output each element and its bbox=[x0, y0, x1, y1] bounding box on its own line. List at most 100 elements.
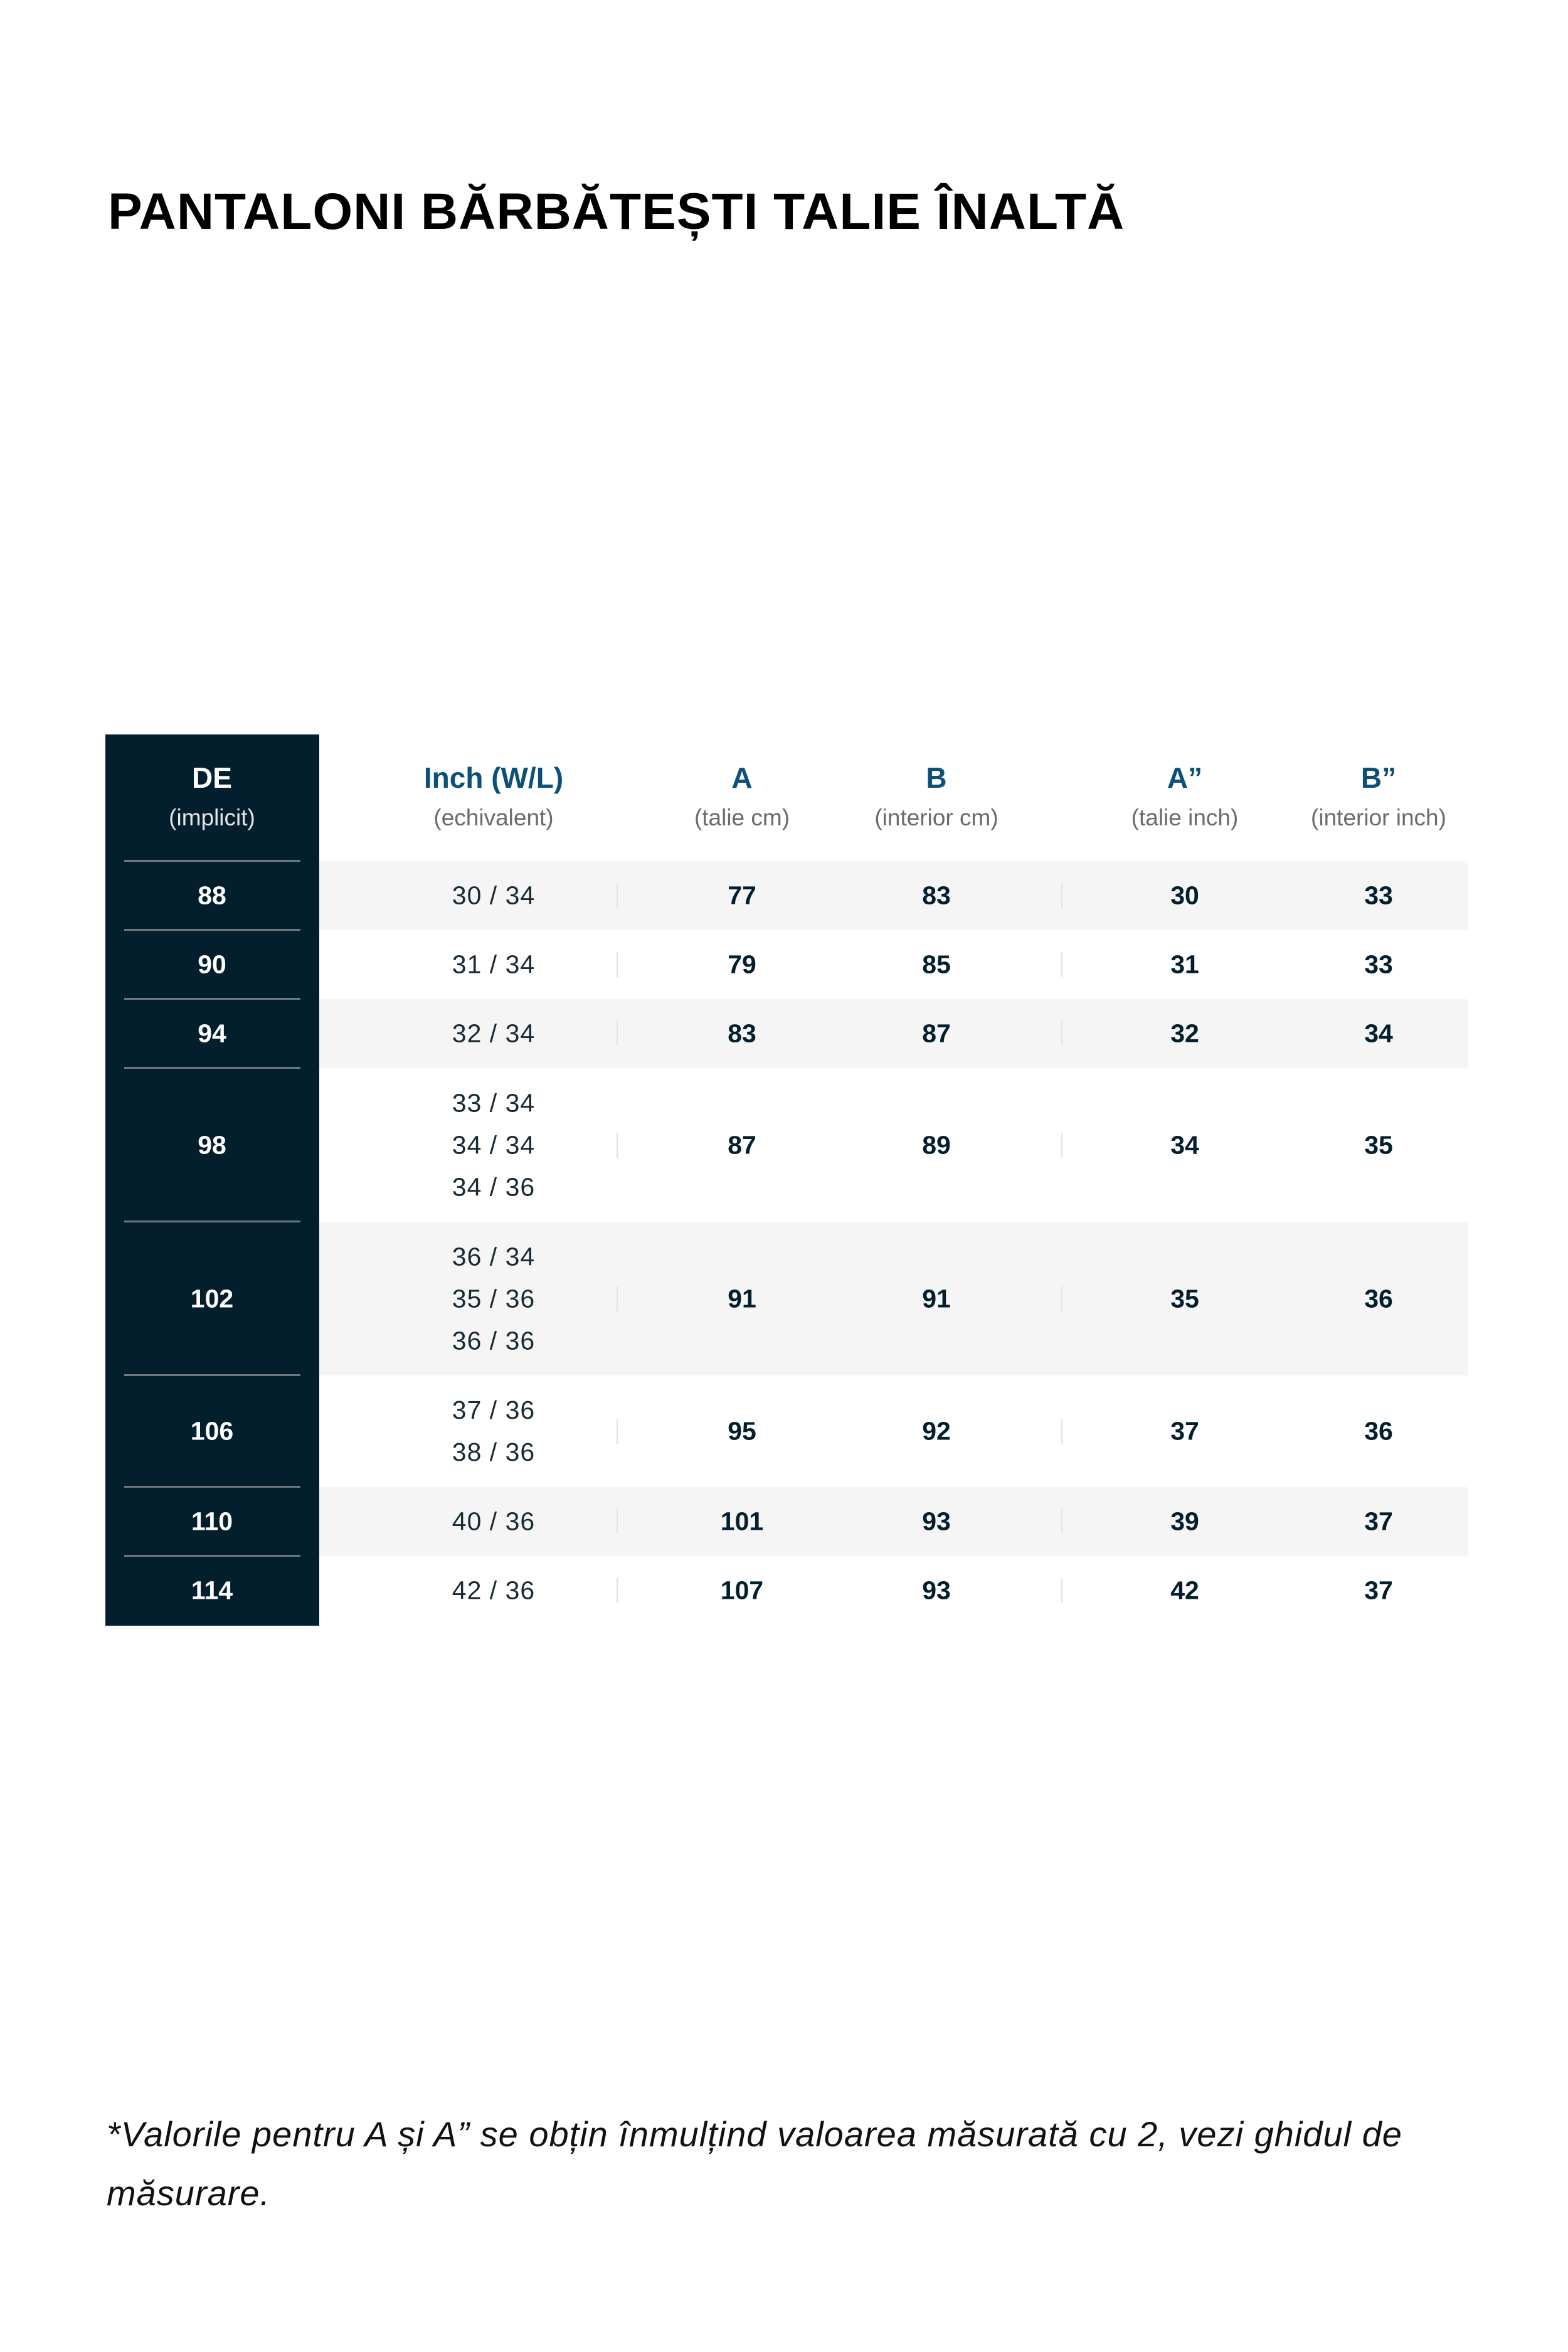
table-row: 94 32 / 34 83 87 32 34 bbox=[105, 998, 1468, 1068]
cell-de: 110 bbox=[191, 1507, 233, 1536]
cell-b: 91 bbox=[922, 1284, 951, 1313]
row-divider bbox=[124, 1374, 300, 1376]
header-label: Inch (W/L) bbox=[423, 761, 564, 794]
size-chart-table: DE (implicit) Inch (W/L) (echivalent) A … bbox=[105, 734, 1468, 1626]
cell-b-inch: 35 bbox=[1364, 1130, 1393, 1159]
column-separator bbox=[1061, 1132, 1062, 1158]
cell-a-inch: 42 bbox=[1170, 1576, 1199, 1605]
column-separator bbox=[1061, 952, 1062, 977]
inch-value: 38 / 36 bbox=[452, 1438, 536, 1466]
column-separator bbox=[617, 883, 618, 908]
column-separator bbox=[1061, 1419, 1062, 1444]
cell-a-inch: 37 bbox=[1170, 1416, 1199, 1446]
table-row: 98 33 / 34 34 / 34 34 / 36 87 89 34 35 bbox=[105, 1067, 1468, 1222]
inch-value: 34 / 36 bbox=[452, 1172, 536, 1201]
column-separator bbox=[617, 952, 618, 977]
cell-a: 107 bbox=[720, 1576, 764, 1605]
cell-b: 93 bbox=[922, 1576, 951, 1605]
cell-de: 94 bbox=[198, 1019, 226, 1048]
column-separator bbox=[1061, 1286, 1062, 1311]
cell-de: 114 bbox=[191, 1576, 233, 1605]
cell-b: 93 bbox=[922, 1507, 951, 1536]
column-separator bbox=[617, 1132, 618, 1158]
cell-a-inch: 35 bbox=[1170, 1284, 1199, 1313]
cell-a: 77 bbox=[728, 881, 756, 910]
cell-a: 87 bbox=[728, 1130, 756, 1159]
cell-b-inch: 33 bbox=[1364, 881, 1393, 910]
column-separator bbox=[617, 1509, 618, 1534]
column-separator bbox=[1061, 1578, 1062, 1603]
cell-a-inch: 31 bbox=[1170, 950, 1199, 979]
cell-b-inch: 37 bbox=[1364, 1507, 1393, 1536]
inch-value: 31 / 34 bbox=[452, 950, 536, 979]
table-row: 106 37 / 36 38 / 36 95 92 37 36 bbox=[105, 1374, 1468, 1487]
cell-b-inch: 36 bbox=[1364, 1416, 1393, 1446]
cell-de: 88 bbox=[198, 881, 226, 910]
cell-a-inch: 30 bbox=[1170, 881, 1199, 910]
cell-a: 83 bbox=[728, 1019, 756, 1048]
header-label: B bbox=[926, 761, 947, 794]
cell-inch: 32 / 34 bbox=[452, 1013, 535, 1055]
column-separator bbox=[617, 1021, 618, 1046]
header-label: DE bbox=[192, 761, 232, 794]
cell-a: 91 bbox=[728, 1284, 756, 1313]
footnote: *Valorile pentru A și A” se obțin înmulț… bbox=[107, 2114, 1402, 2213]
cell-a: 101 bbox=[720, 1507, 764, 1536]
header-sub: (talie cm) bbox=[694, 805, 790, 830]
cell-inch: 40 / 36 bbox=[452, 1501, 535, 1543]
header-sub: (echivalent) bbox=[433, 805, 554, 830]
cell-a-inch: 39 bbox=[1170, 1507, 1199, 1536]
header-label: B” bbox=[1360, 761, 1397, 794]
column-separator bbox=[1061, 1509, 1062, 1534]
header-sub: (implicit) bbox=[169, 805, 255, 830]
column-separator bbox=[1061, 1021, 1062, 1046]
inch-value: 37 / 36 bbox=[452, 1396, 536, 1424]
cell-inch: 33 / 34 34 / 34 34 / 36 bbox=[452, 1082, 535, 1208]
cell-b: 89 bbox=[922, 1130, 951, 1159]
inch-value: 30 / 34 bbox=[452, 881, 536, 910]
row-divider bbox=[124, 860, 300, 862]
row-background bbox=[319, 1222, 1468, 1375]
header-label: A bbox=[731, 761, 753, 794]
cell-a: 79 bbox=[728, 950, 756, 979]
row-divider bbox=[124, 929, 300, 931]
cell-de: 98 bbox=[198, 1130, 226, 1159]
cell-b-inch: 33 bbox=[1364, 950, 1393, 979]
title-bold: TALIE ÎNALTĂ bbox=[773, 183, 1125, 240]
cell-inch: 37 / 36 38 / 36 bbox=[452, 1389, 535, 1473]
table-row: 88 30 / 34 77 83 30 33 bbox=[105, 860, 1468, 930]
inch-value: 40 / 36 bbox=[452, 1507, 536, 1536]
cell-b: 87 bbox=[922, 1019, 951, 1048]
cell-b-inch: 37 bbox=[1364, 1576, 1393, 1605]
cell-b-inch: 36 bbox=[1364, 1284, 1393, 1313]
inch-value: 36 / 36 bbox=[452, 1326, 536, 1355]
cell-b: 85 bbox=[922, 950, 951, 979]
table-row: 90 31 / 34 79 85 31 33 bbox=[105, 929, 1468, 999]
inch-value: 32 / 34 bbox=[452, 1019, 536, 1048]
de-column-background bbox=[105, 734, 319, 1626]
table-row: 110 40 / 36 101 93 39 37 bbox=[105, 1486, 1468, 1556]
table-row: 102 36 / 34 35 / 36 36 / 36 91 91 35 36 bbox=[105, 1221, 1468, 1375]
inch-value: 34 / 34 bbox=[452, 1130, 536, 1159]
cell-inch: 36 / 34 35 / 36 36 / 36 bbox=[452, 1236, 535, 1362]
inch-value: 42 / 36 bbox=[452, 1576, 536, 1605]
cell-a-inch: 34 bbox=[1170, 1130, 1199, 1159]
header-sub: (interior cm) bbox=[874, 805, 999, 830]
row-divider bbox=[124, 998, 300, 1000]
cell-de: 102 bbox=[190, 1284, 234, 1313]
row-background bbox=[319, 1487, 1468, 1556]
table-row: 114 42 / 36 107 93 42 37 bbox=[105, 1555, 1468, 1625]
column-separator bbox=[1061, 883, 1062, 908]
row-divider bbox=[124, 1486, 300, 1488]
row-background bbox=[319, 861, 1468, 930]
cell-a-inch: 32 bbox=[1170, 1019, 1199, 1048]
cell-de: 106 bbox=[190, 1416, 234, 1446]
row-background bbox=[319, 999, 1468, 1068]
cell-de: 90 bbox=[198, 950, 226, 979]
cell-inch: 31 / 34 bbox=[452, 944, 535, 986]
row-divider bbox=[124, 1555, 300, 1557]
header-sub: (talie inch) bbox=[1131, 805, 1239, 830]
cell-a: 95 bbox=[728, 1416, 756, 1446]
row-divider bbox=[124, 1067, 300, 1069]
inch-value: 33 / 34 bbox=[452, 1088, 536, 1117]
